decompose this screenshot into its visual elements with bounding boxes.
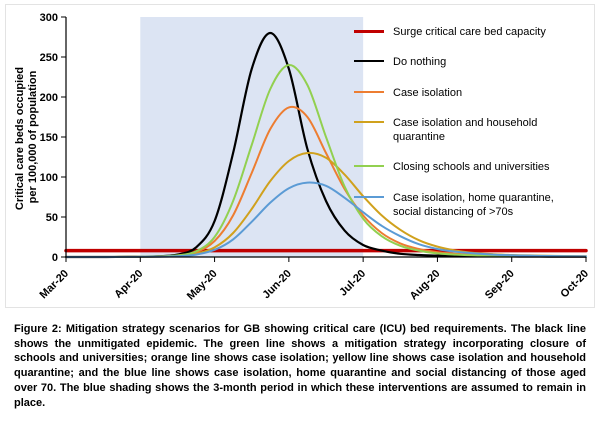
legend: Surge critical care bed capacity Do noth… [354, 25, 586, 219]
chart-canvas: 0 50 100 150 200 250 300 Mar-20 Apr-20 May-20 Jun-… [14, 12, 591, 303]
x-tick-label: Oct-20 [558, 268, 591, 301]
legend-line-swatch [354, 165, 384, 168]
legend-label: Closing schools and universities [393, 161, 550, 174]
y-tick-label: 100 [40, 172, 58, 184]
x-tick-label: Apr-20 [112, 268, 145, 301]
legend-item: Do nothing [354, 55, 586, 69]
legend-line-swatch [354, 90, 384, 93]
figure-2-chart: 0 50 100 150 200 250 300 Mar-20 Apr-20 May-20 Jun-… [5, 4, 595, 308]
y-tick-label: 50 [46, 212, 58, 224]
legend-label: Surge critical care bed capacity [393, 26, 546, 38]
legend-line-swatch [354, 195, 384, 198]
y-tick-label: 250 [40, 52, 58, 64]
legend-line-swatch [354, 30, 384, 33]
figure-caption: Figure 2: Mitigation strategy scenarios … [14, 323, 586, 409]
x-tick-label: Sep-20 [483, 268, 517, 302]
legend-item: Surge critical care bed capacity [354, 25, 586, 39]
legend-line-swatch [354, 120, 384, 123]
x-tick-label: Jun-20 [260, 268, 294, 302]
legend-item: Case isolation, home quarantine, social … [354, 191, 586, 220]
x-tick-label: Mar-20 [38, 268, 72, 302]
y-axis-title-line2: per 100,000 of population [27, 70, 39, 203]
legend-item: Case isolation [354, 86, 586, 100]
legend-label: Case isolation and household quarantine [393, 116, 538, 144]
x-tick-label: May-20 [185, 268, 220, 303]
y-axis-title: Critical care beds occupied per 100,000 … [14, 64, 39, 210]
legend-label: Case isolation [393, 86, 463, 99]
legend-line-swatch [354, 60, 384, 63]
y-tick-label: 0 [52, 252, 58, 264]
legend-label: Do nothing [393, 56, 447, 69]
y-axis-title-line1: Critical care beds occupied [14, 67, 26, 210]
legend-label: Case isolation, home quarantine, social … [393, 191, 554, 219]
y-tick-label: 200 [40, 92, 58, 104]
y-tick-label: 300 [40, 12, 58, 24]
x-tick-label: Jul-20 [337, 268, 368, 299]
x-tick-label: Aug-20 [408, 268, 443, 303]
legend-item: Case isolation and household quarantine [354, 116, 586, 145]
y-tick-label: 150 [40, 132, 58, 144]
legend-item: Closing schools and universities [354, 160, 586, 174]
